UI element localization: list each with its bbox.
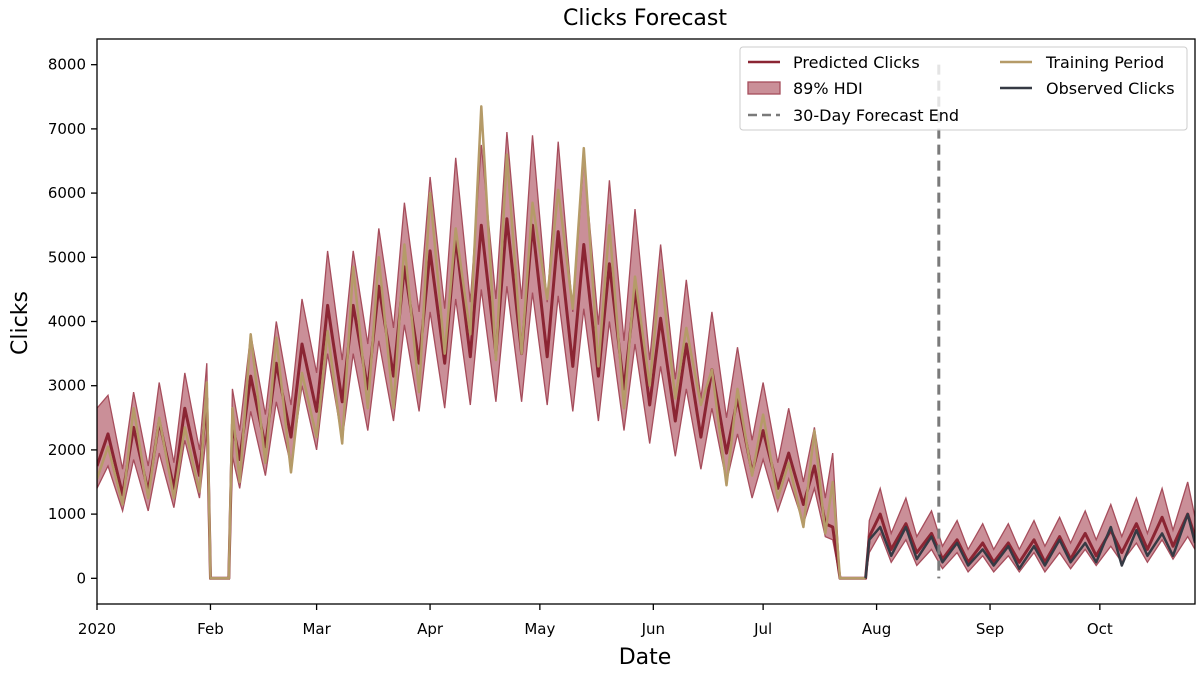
x-tick-label: Mar bbox=[302, 620, 331, 638]
x-tick-label: Oct bbox=[1087, 620, 1113, 638]
legend-hdi-label: 89% HDI bbox=[793, 79, 863, 98]
x-tick-label: Sep bbox=[976, 620, 1004, 638]
legend-training-label: Training Period bbox=[1045, 53, 1164, 72]
x-tick-label: May bbox=[524, 620, 555, 638]
legend-hdi-swatch bbox=[747, 81, 781, 95]
x-tick-label: Aug bbox=[862, 620, 891, 638]
x-tick-label: Jul bbox=[753, 620, 772, 638]
y-tick-label: 6000 bbox=[48, 184, 86, 202]
x-tick-label: 2020 bbox=[78, 620, 116, 638]
legend-forecast-end-label: 30-Day Forecast End bbox=[793, 106, 959, 125]
x-axis-title: Date bbox=[619, 645, 672, 670]
axes: 0 1000 2000 3000 4000 5000 6000 7000 8000 2020 Feb… bbox=[48, 56, 1113, 638]
x-tick-label: Feb bbox=[197, 620, 224, 638]
x-tick-label: Apr bbox=[417, 620, 444, 638]
legend-frame bbox=[739, 46, 1188, 131]
x-tick-label: Jun bbox=[641, 620, 665, 638]
y-tick-label: 5000 bbox=[48, 248, 86, 266]
y-tick-label: 4000 bbox=[48, 313, 86, 331]
observed-clicks-line bbox=[864, 512, 1195, 579]
y-axis-title: Clicks bbox=[8, 291, 33, 355]
y-tick-label: 7000 bbox=[48, 120, 86, 138]
y-tick-label: 3000 bbox=[48, 377, 86, 395]
legend-observed-label: Observed Clicks bbox=[1046, 79, 1175, 98]
y-tick-label: 0 bbox=[76, 569, 86, 587]
training-period-line bbox=[97, 105, 866, 580]
legend-predicted-label: Predicted Clicks bbox=[793, 53, 920, 72]
y-tick-label: 1000 bbox=[48, 505, 86, 523]
y-tick-label: 8000 bbox=[48, 56, 86, 74]
chart-title: Clicks Forecast bbox=[563, 6, 727, 31]
y-tick-label: 2000 bbox=[48, 441, 86, 459]
legend: Predicted Clicks 89% HDI 30-Day Forecast… bbox=[739, 46, 1188, 131]
plot-area bbox=[97, 64, 1195, 580]
